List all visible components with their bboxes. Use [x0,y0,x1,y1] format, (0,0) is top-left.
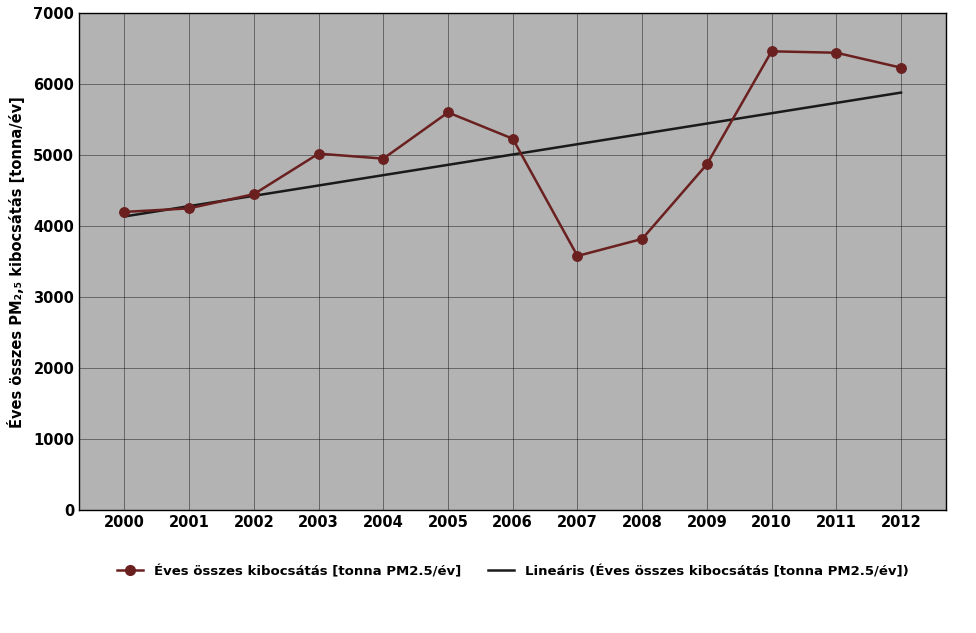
Y-axis label: Éves összes PM₂,₅ kibocsátás [tonna/év]: Éves összes PM₂,₅ kibocsátás [tonna/év] [7,96,25,427]
Éves összes kibocsátás [tonna PM2.5/év] [312,150,324,158]
Lineáris (Éves összes kibocsátás [tonna PM2.5/év]) [312,182,324,189]
Lineáris (Éves összes kibocsátás [tonna PM2.5/év]) [507,151,518,158]
Éves összes kibocsátás [tonna PM2.5/év] [119,208,131,216]
Éves összes kibocsátás [tonna PM2.5/év] [572,252,584,260]
Lineáris (Éves összes kibocsátás [tonna PM2.5/év]) [766,110,778,117]
Line: Éves összes kibocsátás [tonna PM2.5/év]: Éves összes kibocsátás [tonna PM2.5/év] [120,46,906,261]
Éves összes kibocsátás [tonna PM2.5/év] [248,191,260,198]
Lineáris (Éves összes kibocsátás [tonna PM2.5/év]) [636,130,648,137]
Lineáris (Éves összes kibocsátás [tonna PM2.5/év]) [701,120,712,127]
Lineáris (Éves összes kibocsátás [tonna PM2.5/év]) [895,89,907,96]
Éves összes kibocsátás [tonna PM2.5/év] [442,109,454,116]
Lineáris (Éves összes kibocsátás [tonna PM2.5/év]) [831,99,842,107]
Éves összes kibocsátás [tonna PM2.5/év] [507,135,518,142]
Line: Lineáris (Éves összes kibocsátás [tonna PM2.5/év]): Lineáris (Éves összes kibocsátás [tonna … [125,92,901,216]
Éves összes kibocsátás [tonna PM2.5/év] [183,204,195,212]
Lineáris (Éves összes kibocsátás [tonna PM2.5/év]) [248,192,260,199]
Lineáris (Éves összes kibocsátás [tonna PM2.5/év]) [442,161,454,168]
Éves összes kibocsátás [tonna PM2.5/év] [701,161,712,168]
Éves összes kibocsátás [tonna PM2.5/év] [636,235,648,242]
Legend: Éves összes kibocsátás [tonna PM2.5/év], Lineáris (Éves összes kibocsátás [tonna: Éves összes kibocsátás [tonna PM2.5/év],… [112,560,914,584]
Lineáris (Éves összes kibocsátás [tonna PM2.5/év]) [183,203,195,210]
Lineáris (Éves összes kibocsátás [tonna PM2.5/év]) [572,141,584,148]
Éves összes kibocsátás [tonna PM2.5/év] [831,49,842,56]
Éves összes kibocsátás [tonna PM2.5/év] [895,64,907,72]
Éves összes kibocsátás [tonna PM2.5/év] [766,47,778,55]
Éves összes kibocsátás [tonna PM2.5/év] [378,155,389,163]
Lineáris (Éves összes kibocsátás [tonna PM2.5/év]) [378,172,389,179]
Lineáris (Éves összes kibocsátás [tonna PM2.5/év]) [119,213,131,220]
